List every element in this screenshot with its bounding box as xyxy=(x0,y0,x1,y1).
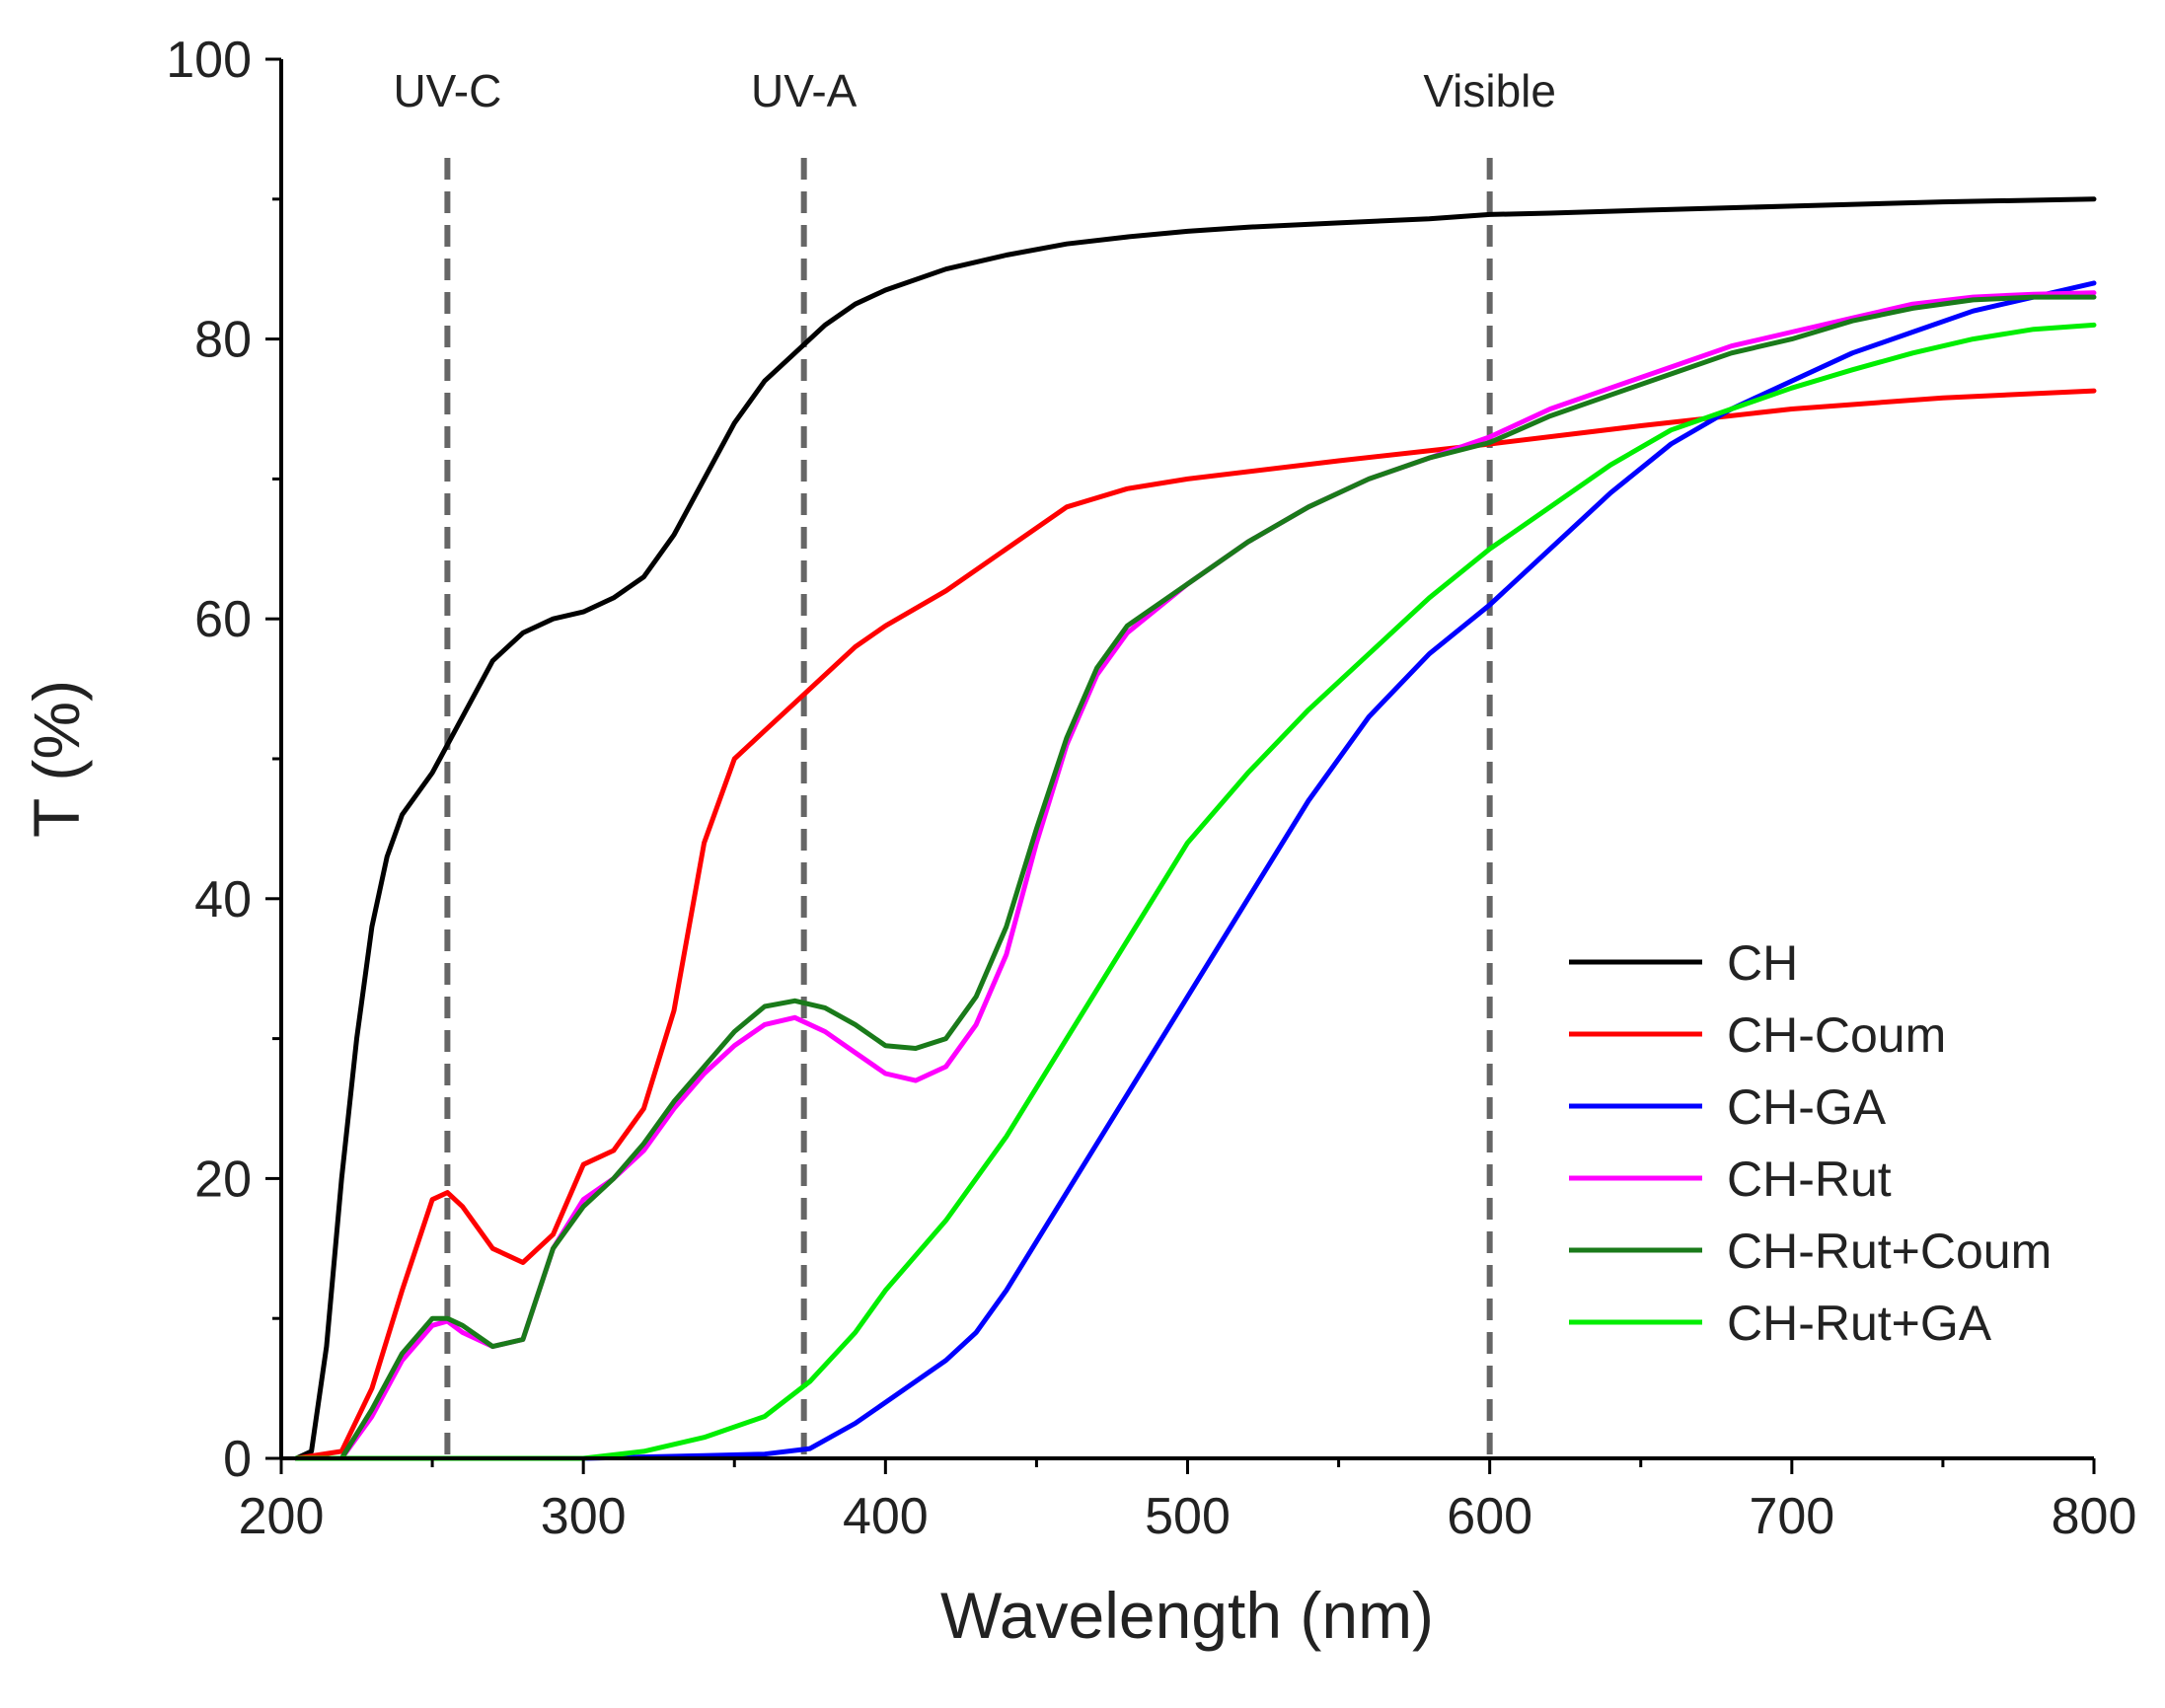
legend-label: CH xyxy=(1727,935,1798,991)
legend-label: CH-Rut+GA xyxy=(1727,1296,1992,1351)
y-tick-label: 100 xyxy=(166,32,252,89)
region-label: UV-A xyxy=(751,65,858,116)
legend-label: CH-GA xyxy=(1727,1079,1887,1135)
x-axis-title: Wavelength (nm) xyxy=(940,1579,1434,1652)
region-label: UV-C xyxy=(393,65,501,116)
series-line-0 xyxy=(293,196,2097,1461)
x-tick-label: 300 xyxy=(541,1488,627,1545)
x-tick-label: 400 xyxy=(843,1488,929,1545)
x-tick-label: 200 xyxy=(239,1488,325,1545)
legend-label: CH-Rut+Coum xyxy=(1727,1224,2052,1279)
series-line-4 xyxy=(293,294,2097,1461)
ticks: 200 300 400 500 600 700 800 0 20 40 60 80 100 xyxy=(166,32,2136,1545)
region-label: Visible xyxy=(1423,65,1556,116)
x-tick-label: 800 xyxy=(2052,1488,2137,1545)
series-lines xyxy=(293,196,2097,1461)
series-line-2 xyxy=(293,280,2097,1461)
y-tick-label: 0 xyxy=(223,1431,252,1488)
legend-label: CH-Rut xyxy=(1727,1151,1892,1207)
legend: CH CH-Coum CH-GA CH-Rut CH-Rut+Coum CH-Rut+GA xyxy=(1569,935,2052,1351)
x-tick-label: 700 xyxy=(1749,1488,1834,1545)
x-tick-label: 600 xyxy=(1447,1488,1532,1545)
region-markers: UV-C UV-A Visible xyxy=(393,65,1556,1458)
y-tick-label: 80 xyxy=(194,312,252,369)
y-tick-label: 20 xyxy=(194,1151,252,1208)
series-line-3 xyxy=(293,290,2097,1461)
y-axis-title: T (%) xyxy=(20,680,93,838)
y-tick-label: 60 xyxy=(194,591,252,648)
legend-label: CH-Coum xyxy=(1727,1007,1946,1063)
x-tick-label: 500 xyxy=(1145,1488,1231,1545)
series-line-1 xyxy=(293,388,2097,1461)
series-line-5 xyxy=(293,322,2097,1461)
y-tick-label: 40 xyxy=(194,871,252,928)
